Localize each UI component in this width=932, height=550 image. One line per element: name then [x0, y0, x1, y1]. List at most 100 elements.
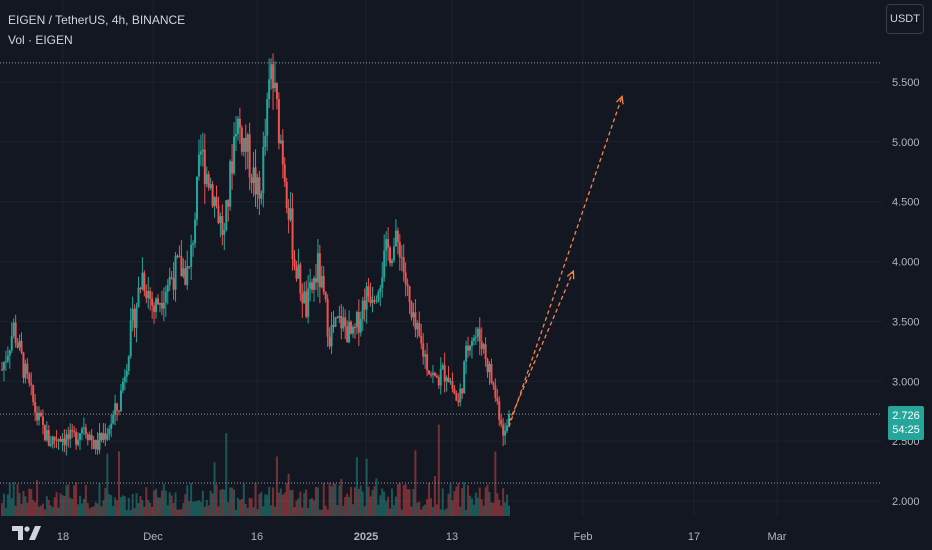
candle-body	[502, 424, 505, 436]
candle-body	[268, 79, 271, 100]
candle-body	[285, 181, 288, 208]
candle-body	[149, 290, 152, 299]
volume-bar	[49, 505, 52, 516]
volume-bar	[231, 487, 234, 516]
volume-bar	[79, 495, 81, 516]
volume-bar	[383, 491, 386, 516]
volume-bar	[451, 500, 454, 516]
candle-body	[43, 424, 46, 441]
candle-body	[88, 434, 91, 441]
candle-body	[227, 200, 230, 207]
volume-bar	[129, 509, 132, 516]
candle-body	[262, 146, 265, 194]
volume-bar	[289, 490, 292, 516]
volume-bar	[324, 505, 327, 516]
candle-body	[264, 135, 267, 147]
volume-indicator-label[interactable]: Vol · EIGEN	[8, 33, 73, 47]
volume-bar	[268, 486, 271, 516]
candle-body	[469, 345, 471, 351]
volume-bar	[90, 507, 93, 516]
candle-body	[244, 138, 247, 152]
candle-body	[357, 311, 360, 333]
candle-body	[104, 433, 107, 440]
volume-bar	[69, 497, 72, 516]
volume-bar	[455, 486, 458, 516]
volume-bar	[32, 499, 35, 516]
tradingview-logo-icon[interactable]	[12, 526, 42, 540]
volume-bar	[346, 493, 349, 516]
candle-body	[348, 321, 351, 343]
candle-body	[379, 287, 382, 293]
volume-bar	[77, 504, 80, 516]
volume-bar	[233, 489, 236, 516]
volume-bar	[217, 506, 220, 516]
volume-bar	[375, 478, 378, 516]
volume-bar	[143, 506, 146, 516]
candle-body	[65, 434, 68, 446]
volume-bar	[127, 497, 130, 516]
volume-bar	[121, 495, 124, 516]
candle-body	[478, 328, 481, 342]
volume-bar	[118, 451, 120, 516]
candle-body	[47, 430, 50, 446]
volume-bar	[229, 487, 232, 516]
candle-body	[414, 312, 417, 330]
volume-bar	[160, 490, 163, 516]
candle-body	[49, 444, 52, 446]
candle-body	[385, 239, 388, 251]
volume-bar	[281, 494, 284, 516]
volume-bar	[367, 486, 370, 516]
volume-bar	[498, 499, 501, 516]
candle-body	[8, 350, 11, 356]
volume-bar	[437, 424, 440, 516]
volume-bar	[457, 483, 460, 516]
currency-button[interactable]: USDT	[886, 4, 924, 34]
volume-bar	[225, 433, 228, 516]
candle-body	[324, 292, 327, 300]
candle-body	[392, 246, 395, 261]
volume-bar	[389, 508, 392, 516]
volume-bar	[86, 502, 89, 516]
volume-bar	[426, 499, 429, 516]
candle-body	[340, 315, 343, 329]
candle-body	[318, 253, 321, 288]
candle-body	[4, 361, 7, 363]
volume-bar	[422, 506, 425, 516]
volume-bar	[459, 506, 462, 516]
volume-bar	[197, 500, 200, 516]
volume-bar	[88, 508, 91, 516]
candle-body	[235, 133, 237, 137]
candle-body	[125, 370, 128, 377]
candle-body	[430, 374, 432, 376]
candle-body	[422, 343, 425, 357]
volume-bar	[94, 502, 97, 516]
candle-body	[250, 177, 253, 184]
candle-body	[416, 322, 419, 330]
candle-body	[303, 291, 306, 304]
volume-bar	[309, 499, 312, 516]
candle-body	[389, 247, 392, 264]
volume-bar	[287, 473, 290, 516]
candle-body	[433, 372, 436, 376]
volume-bar	[73, 485, 76, 516]
symbol-title[interactable]: EIGEN / TetherUS, 4h, BINANCE	[8, 13, 186, 27]
candle-body	[90, 434, 93, 441]
candle-body	[369, 296, 372, 304]
volume-bar	[332, 483, 335, 516]
candle-body	[506, 425, 509, 431]
candle-body	[32, 384, 35, 402]
candle-body	[170, 277, 173, 279]
projection-arrow-head	[616, 94, 624, 105]
volume-bar	[92, 506, 95, 516]
volume-bar	[392, 504, 395, 516]
candle-body	[508, 413, 510, 426]
volume-bar	[209, 490, 212, 516]
volume-bar	[96, 503, 99, 516]
volume-bar	[484, 487, 487, 516]
volume-bar	[428, 482, 431, 516]
projection-arrows-layer	[508, 94, 624, 427]
volume-bar	[322, 483, 325, 516]
candle-body	[291, 208, 294, 259]
